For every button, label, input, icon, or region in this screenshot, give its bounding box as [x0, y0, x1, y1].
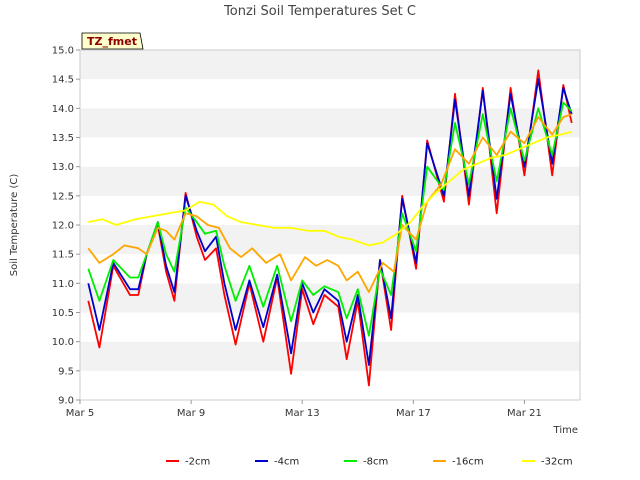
x-tick-label: Mar 9 [177, 408, 205, 419]
grid-band [80, 50, 580, 80]
series-line-m16cm [87, 113, 572, 293]
series-layer [87, 69, 573, 387]
y-tick-label: 14.5 [52, 75, 74, 86]
x-tick-label: Mar 13 [285, 408, 320, 419]
site-badge-label: TZ_fmet [87, 35, 137, 48]
legend-label: -8cm [363, 457, 388, 468]
grid-band [80, 341, 580, 371]
site-badge: TZ_fmet [81, 32, 144, 50]
y-tick-label: 15.0 [52, 46, 74, 57]
grid-band [80, 108, 580, 138]
x-tick-label: Mar 5 [66, 408, 94, 419]
y-tick-label: 9.0 [58, 396, 74, 407]
grid-band [80, 166, 580, 196]
y-tick-label: 13.0 [52, 162, 74, 173]
y-tick-label: 13.5 [52, 133, 74, 144]
grid-band [80, 137, 580, 167]
series-line-m4cm [87, 78, 573, 366]
y-tick-label: 10.5 [52, 308, 74, 319]
y-tick-label: 11.5 [52, 250, 74, 261]
grid-bands [80, 50, 580, 400]
y-axis: 9.0 9.5 10.0 10.5 11.0 11.5 12.0 12.5 13.0 13.5 14… [52, 46, 80, 407]
series-line-m8cm [87, 101, 573, 337]
legend-label: -2cm [185, 457, 210, 468]
grid-band [80, 254, 580, 284]
legend-label: -32cm [541, 457, 573, 468]
y-tick-label: 12.0 [52, 221, 74, 232]
y-tick-label: 12.5 [52, 191, 74, 202]
legend-label: -4cm [274, 457, 299, 468]
y-tick-label: 14.0 [52, 104, 74, 115]
y-axis-title: Soil Temperature (C) [9, 174, 20, 277]
grid-band [80, 195, 580, 225]
x-axis: Mar 5 Mar 9 Mar 13 Mar 17 Mar 21 [66, 400, 542, 419]
legend: -2cm -4cm -8cm -16cm -32cm [166, 457, 573, 468]
legend-label: -16cm [452, 457, 484, 468]
grid-band [80, 370, 580, 400]
y-tick-label: 10.0 [52, 337, 74, 348]
series-line-m32cm [88, 130, 572, 247]
y-tick-label: 9.5 [58, 366, 74, 377]
chart-title: Tonzi Soil Temperatures Set C [223, 4, 416, 19]
x-axis-title: Time [553, 425, 578, 436]
grid-band [80, 312, 580, 342]
grid-band [80, 79, 580, 109]
site-badge-box [81, 32, 144, 50]
x-tick-label: Mar 21 [507, 408, 542, 419]
y-tick-label: 11.0 [52, 279, 74, 290]
x-tick-label: Mar 17 [396, 408, 431, 419]
